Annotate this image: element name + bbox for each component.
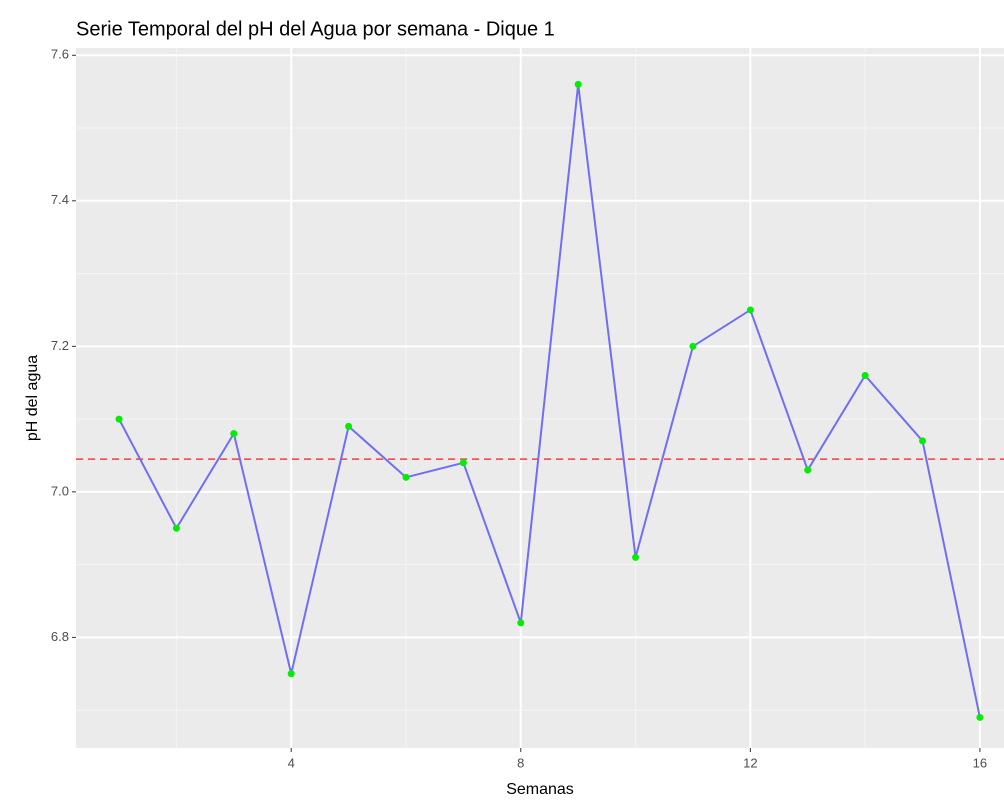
x-axis-title: Semanas	[506, 781, 574, 798]
y-tick-label: 6.8	[51, 629, 69, 644]
x-tick-label: 12	[743, 755, 757, 770]
data-point	[230, 430, 238, 438]
y-tick-label: 7.4	[51, 192, 69, 207]
x-tick-label: 8	[517, 755, 524, 770]
data-point	[287, 670, 295, 678]
data-point	[689, 342, 697, 350]
data-point	[402, 473, 410, 481]
x-tick-label: 4	[288, 755, 295, 770]
data-point	[517, 619, 525, 627]
data-point	[804, 466, 812, 474]
data-point	[919, 437, 927, 445]
data-point	[861, 371, 869, 379]
y-axis-title: pH del agua	[24, 355, 41, 441]
series-line	[118, 84, 981, 718]
data-point	[459, 459, 467, 467]
chart-title: Serie Temporal del pH del Agua por seman…	[76, 18, 555, 40]
data-point	[345, 422, 353, 430]
data-point	[746, 306, 754, 314]
data-point	[115, 415, 123, 423]
y-tick-label: 7.0	[51, 483, 69, 498]
data-point	[976, 713, 984, 721]
data-point	[172, 524, 180, 532]
x-tick-label: 16	[973, 755, 987, 770]
data-point	[574, 80, 582, 88]
y-tick-label: 7.2	[51, 338, 69, 353]
plot-panel	[76, 48, 1004, 748]
y-tick-label: 7.6	[51, 47, 69, 62]
data-point	[632, 553, 640, 561]
